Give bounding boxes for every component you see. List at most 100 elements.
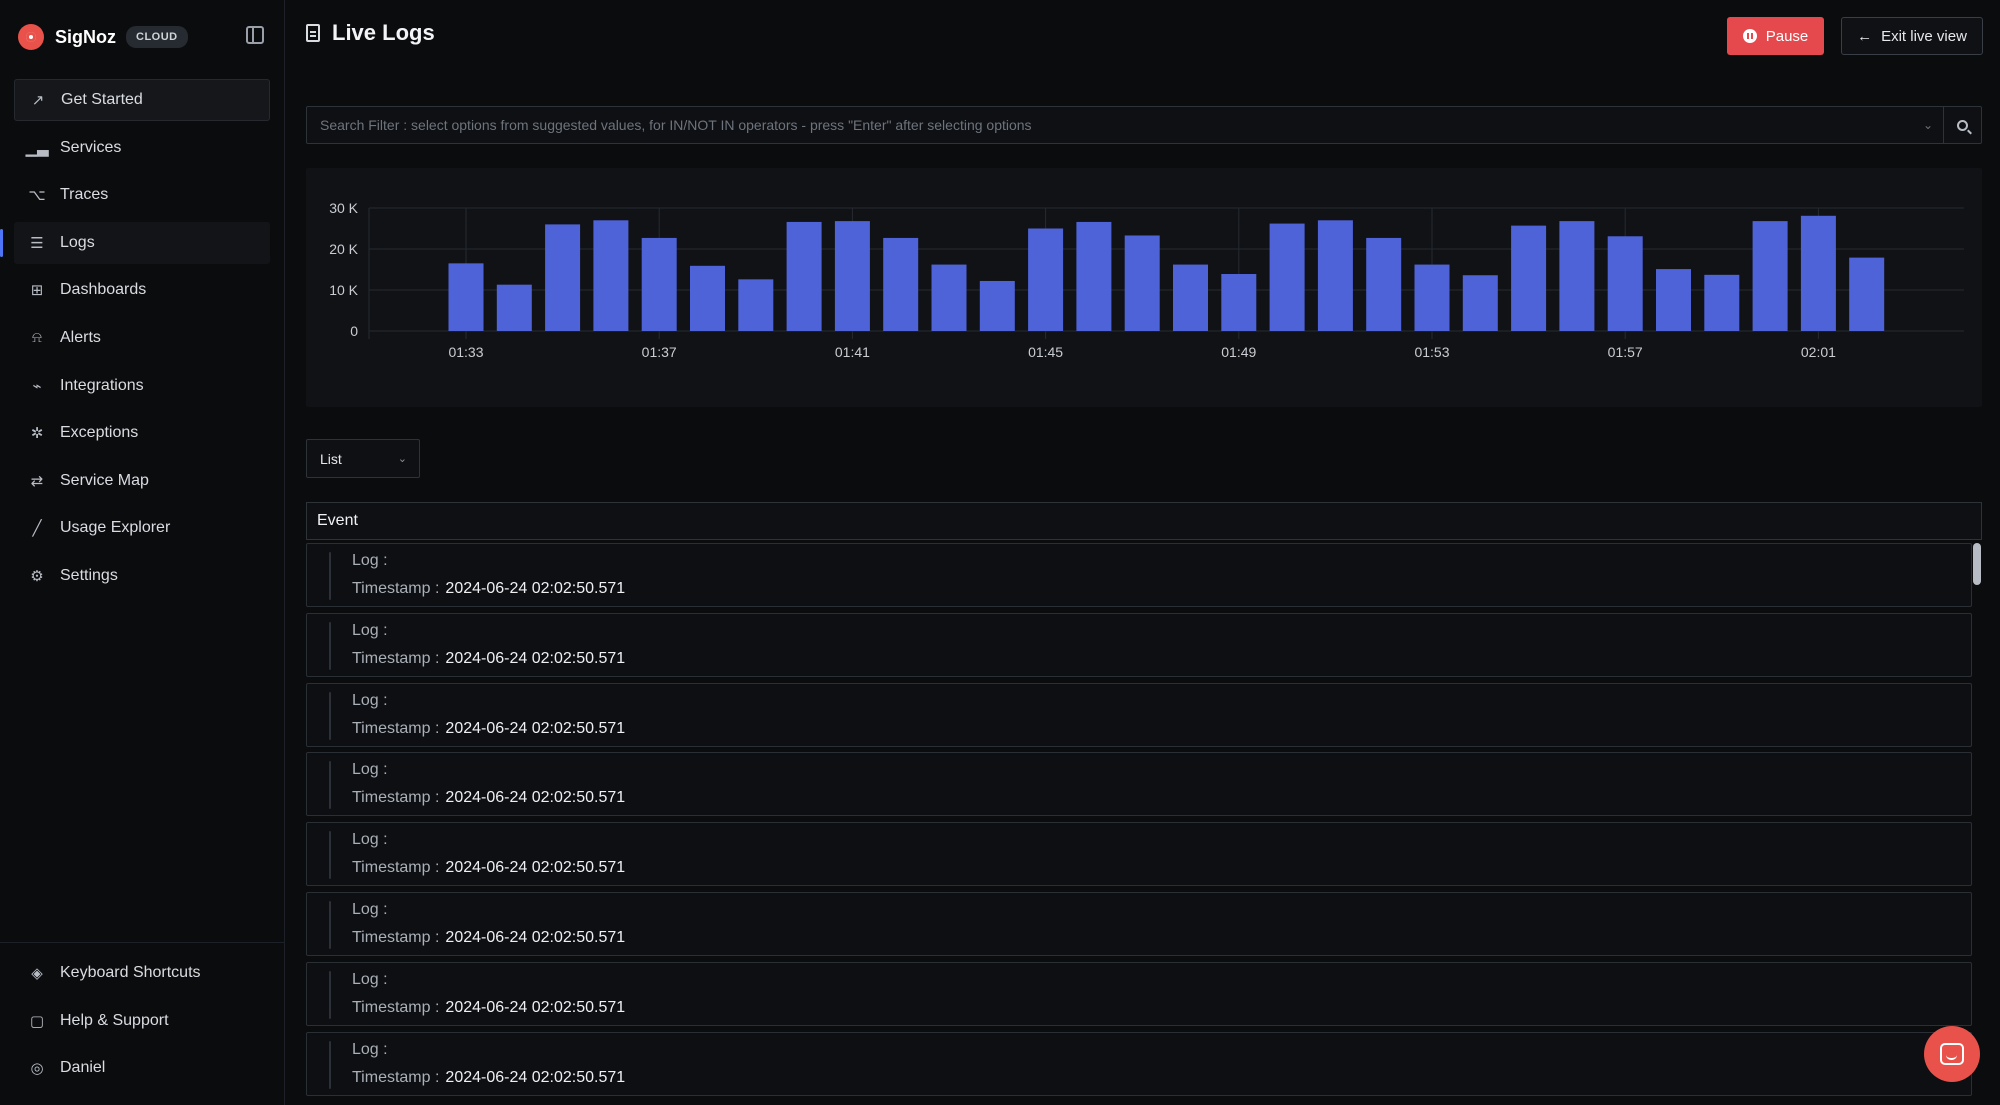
histogram-bar [1366,237,1402,331]
x-tick-label: 01:45 [1028,344,1063,360]
sidebar-item-get-started[interactable]: ↗ Get Started [14,79,270,121]
log-timestamp-line: Timestamp : 2024-06-24 02:02:50.571 [352,929,625,947]
histogram-bar [834,221,870,331]
sidebar-item-service-map[interactable]: ⇄ Service Map [14,460,270,502]
timestamp-value: 2024-06-24 02:02:50.571 [445,998,626,1016]
pause-button[interactable]: Pause [1727,17,1824,55]
log-row[interactable]: Log : Timestamp : 2024-06-24 02:02:50.571 [306,1031,1972,1096]
support-chat-button[interactable] [1924,1026,1980,1082]
sidebar-item-exceptions[interactable]: ✲ Exceptions [14,412,270,454]
log-row[interactable]: Log : Timestamp : 2024-06-24 02:02:50.571 [306,752,1972,817]
sidebar-item-traces[interactable]: ⌥ Traces [14,174,270,216]
log-row[interactable]: Log : Timestamp : 2024-06-24 02:02:50.571 [306,961,1972,1026]
pause-button-label: Pause [1765,27,1809,45]
histogram-bar [1849,257,1885,331]
chevron-down-icon[interactable]: ⌄ [1922,118,1934,132]
histogram-bar [545,224,581,331]
histogram-bar [1800,215,1836,331]
brand[interactable]: SigNoz CLOUD [18,22,188,52]
log-timestamp-line: Timestamp : 2024-06-24 02:02:50.571 [352,999,625,1017]
log-timestamp-line: Timestamp : 2024-06-24 02:02:50.571 [352,580,625,598]
timestamp-value: 2024-06-24 02:02:50.571 [445,859,626,877]
log-timestamp-line: Timestamp : 2024-06-24 02:02:50.571 [352,859,625,877]
histogram-bar [1076,221,1112,331]
logs-histogram-panel: 30 K 20 K 10 K 0 01:33 01:37 01:41 01:45 01:49 01… [306,168,1982,407]
histogram-bar [1656,269,1691,331]
histogram-bar [1752,221,1788,331]
pause-icon [1742,29,1757,43]
log-label: Log : [352,621,388,639]
log-body-line: Log : [352,622,394,640]
sidebar-item-alerts[interactable]: ⍾ Alerts [14,317,270,359]
message-icon: ▢ [29,1012,45,1030]
sidebar-item-user[interactable]: ◎ Daniel [14,1047,270,1089]
timestamp-label: Timestamp : [352,928,440,946]
layers-icon: ◈ [31,965,43,982]
histogram-bar [1124,235,1160,331]
x-tick-label: 01:49 [1221,344,1256,360]
log-body-line: Log : [352,831,394,849]
sidebar-item-integrations[interactable]: ⌁ Integrations [14,365,270,407]
timestamp-label: Timestamp : [352,998,440,1016]
histogram-bar [593,220,629,331]
log-list-scrollbar[interactable] [1973,543,1981,1103]
sidebar-item-settings[interactable]: ⚙ Settings [14,555,270,597]
histogram-bar [738,279,774,331]
brand-name: SigNoz [55,26,116,47]
sidebar-nav: ↗ Get Started ▁▃ Services ⌥ Traces ☰ Log… [0,79,270,603]
histogram-bar [1221,274,1257,331]
sidebar-item-label: Dashboards [60,281,147,299]
sidebar-item-label: Alerts [60,328,101,346]
sidebar-item-usage-explorer[interactable]: ╱ Usage Explorer [14,507,270,549]
histogram-bar [1704,274,1740,331]
search-button[interactable] [1943,107,1981,143]
histogram-bar [448,263,484,331]
sidebar-item-logs[interactable]: ☰ Logs [0,221,270,264]
histogram-bar [786,221,822,331]
user-icon: ◎ [30,1060,44,1078]
sidebar-item-services[interactable]: ▁▃ Services [14,127,270,169]
log-body-line: Log : [352,1041,394,1059]
log-row[interactable]: Log : Timestamp : 2024-06-24 02:02:50.571 [306,612,1972,677]
sidebar-item-label: Daniel [60,1059,106,1077]
page-title-text: Live Logs [332,20,435,45]
logs-histogram-chart: 30 K 20 K 10 K 0 01:33 01:37 01:41 01:45 01:49 01… [329,200,1964,360]
chat-icon [1940,1043,1964,1065]
histogram-bar [1028,228,1064,331]
y-tick-label: 30 K [329,200,358,216]
log-row[interactable]: Log : Timestamp : 2024-06-24 02:02:50.571 [306,682,1972,747]
sidebar-item-label: Integrations [60,376,144,394]
timestamp-label: Timestamp : [352,1068,440,1086]
log-label: Log : [352,831,388,849]
sidebar-item-label: Keyboard Shortcuts [60,964,201,981]
histogram-bar [1559,221,1595,331]
log-row[interactable]: Log : Timestamp : 2024-06-24 02:02:50.571 [306,822,1972,887]
log-row[interactable]: Log : Timestamp : 2024-06-24 02:02:50.571 [306,543,1972,607]
sidebar-item-label: Services [60,138,122,156]
histogram-bar [1414,264,1450,331]
sidebar-item-dashboards[interactable]: ⊞ Dashboards [14,269,270,311]
sidebar-item-label: Traces [60,186,109,204]
log-row[interactable]: Log : Timestamp : 2024-06-24 02:02:50.571 [306,891,1972,956]
log-body-line: Log : [352,761,394,779]
exit-live-view-button[interactable]: ← Exit live view [1841,17,1983,55]
timestamp-value: 2024-06-24 02:02:50.571 [445,719,626,737]
scroll-icon: ☰ [30,234,44,252]
view-mode-value: List [320,450,342,467]
log-timestamp-line: Timestamp : 2024-06-24 02:02:50.571 [352,789,625,807]
sidebar-item-keyboard-shortcuts[interactable]: ◈ Keyboard Shortcuts [14,952,270,994]
sidebar-item-help-support[interactable]: ▢ Help & Support [14,1000,270,1042]
log-label: Log : [352,691,388,709]
sidebar-collapse-icon[interactable] [246,26,264,44]
view-mode-select[interactable]: List ⌄ [306,439,420,478]
y-tick-label: 20 K [329,241,358,257]
search-input[interactable] [307,107,1913,143]
search-icon [1957,119,1968,131]
log-timestamp-line: Timestamp : 2024-06-24 02:02:50.571 [352,720,625,738]
x-tick-label: 01:41 [835,344,870,360]
bell-icon: ⍾ [32,329,42,347]
scrollbar-thumb[interactable] [1973,543,1981,585]
timestamp-label: Timestamp : [352,649,440,667]
histogram-bar [690,265,725,331]
x-tick-label: 02:01 [1801,344,1836,360]
